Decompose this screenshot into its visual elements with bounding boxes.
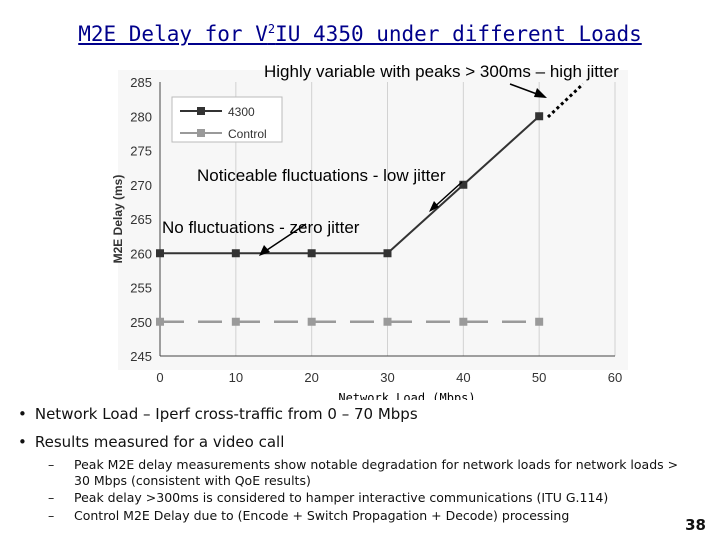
data-point — [307, 317, 316, 326]
y-tick-label: 255 — [130, 281, 152, 296]
legend-marker — [197, 129, 205, 137]
sub-bullet-item: – Control M2E Delay due to (Encode + Swit… — [48, 508, 570, 523]
x-tick-label: 10 — [229, 370, 243, 385]
series-line — [160, 115, 540, 255]
slide-title: M2E Delay for V2IU 4350 under different … — [78, 22, 642, 46]
data-point — [156, 249, 164, 258]
x-tick-label: 40 — [456, 370, 470, 385]
page-number: 38 — [685, 516, 706, 534]
x-tick-label: 0 — [156, 370, 163, 385]
y-tick-label: 280 — [130, 109, 152, 124]
data-point — [156, 317, 164, 326]
data-point — [231, 317, 240, 326]
y-tick-label: 275 — [130, 144, 152, 159]
annotation-high-jitter: Highly variable with peaks > 300ms – hig… — [264, 62, 619, 81]
x-tick-label: 50 — [532, 370, 546, 385]
x-axis-label: Network Load (Mbps) — [338, 391, 475, 400]
data-point — [383, 317, 392, 326]
legend-label: Control — [228, 127, 267, 141]
x-tick-label: 20 — [304, 370, 318, 385]
data-point — [535, 112, 544, 121]
data-point — [383, 249, 392, 258]
sub-bullet-item: – Peak M2E delay measurements show notabl… — [48, 457, 679, 488]
low-jitter-arrowhead — [429, 201, 439, 212]
bullet-item: Results measured for a video call — [18, 433, 285, 451]
zero-jitter-arrow-line — [260, 223, 307, 255]
data-point — [307, 249, 316, 258]
x-tick-label: 30 — [380, 370, 394, 385]
y-tick-label: 285 — [130, 75, 152, 90]
high-jitter-arrowhead — [534, 88, 547, 98]
annotation-low-jitter: Noticeable fluctuations - low jitter — [197, 166, 446, 185]
peak-extension-dotted-line — [546, 82, 585, 119]
sub-bullet-item: – Peak delay >300ms is considered to hamp… — [48, 490, 609, 505]
line-chart: 245 250 255 260 265 270 275 280 285 0 10 20 30 40 50 60… — [111, 75, 623, 400]
legend-marker — [197, 107, 205, 115]
y-tick-label: 260 — [130, 246, 152, 261]
y-tick-label: 250 — [130, 315, 152, 330]
y-tick-label: 245 — [130, 349, 152, 364]
y-tick-label: 265 — [130, 212, 152, 227]
legend-box — [171, 96, 283, 143]
x-tick-label: 60 — [608, 370, 622, 385]
data-point — [535, 317, 544, 326]
data-point — [231, 249, 240, 258]
data-point — [459, 180, 468, 189]
zero-jitter-arrowhead — [259, 245, 270, 256]
legend-label: 4300 — [228, 105, 255, 119]
y-axis-label: M2E Delay (ms) — [111, 175, 125, 264]
y-tick-label: 270 — [130, 178, 152, 193]
bullet-item: Network Load – Iperf cross-traffic from … — [18, 405, 418, 423]
data-point — [459, 317, 468, 326]
annotation-zero-jitter: No fluctuations - zero jitter — [162, 218, 360, 237]
